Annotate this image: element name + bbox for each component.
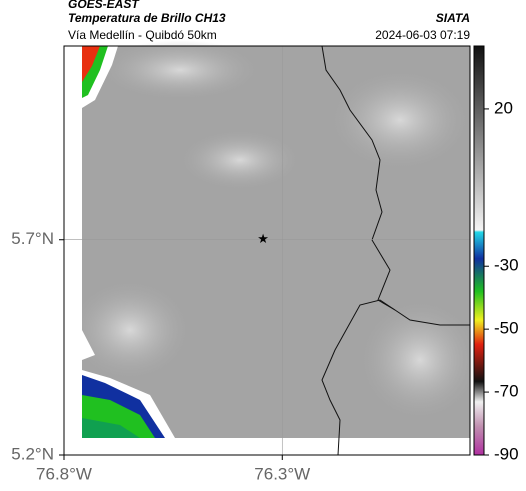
location-marker: ★: [257, 231, 269, 246]
colorbar-tick-label: 20: [494, 98, 513, 117]
route: Vía Medellín - Quibdó 50km: [68, 28, 217, 42]
colorbar-tick-label: -30: [494, 256, 519, 275]
title: GOES-EAST: [68, 0, 140, 11]
colorbar-tick-label: -50: [494, 319, 519, 338]
timestamp: 2024-06-03 07:19: [375, 28, 470, 42]
x-tick-label: 76.3°W: [254, 464, 310, 483]
colorbar-tick-label: -70: [494, 382, 519, 401]
colorbar-tick-label: -90: [494, 444, 519, 463]
satellite-image: [64, 40, 480, 455]
border: [321, 299, 396, 456]
y-tick-label: 5.2°N: [11, 444, 54, 463]
source: SIATA: [436, 11, 470, 25]
map-frame: [63, 45, 471, 456]
colorbar: [473, 45, 485, 456]
y-tick-label: 5.7°N: [11, 229, 54, 248]
border: [321, 45, 470, 326]
x-tick-label: 76.8°W: [36, 464, 92, 483]
subtitle: Temperatura de Brillo CH13: [68, 11, 226, 25]
